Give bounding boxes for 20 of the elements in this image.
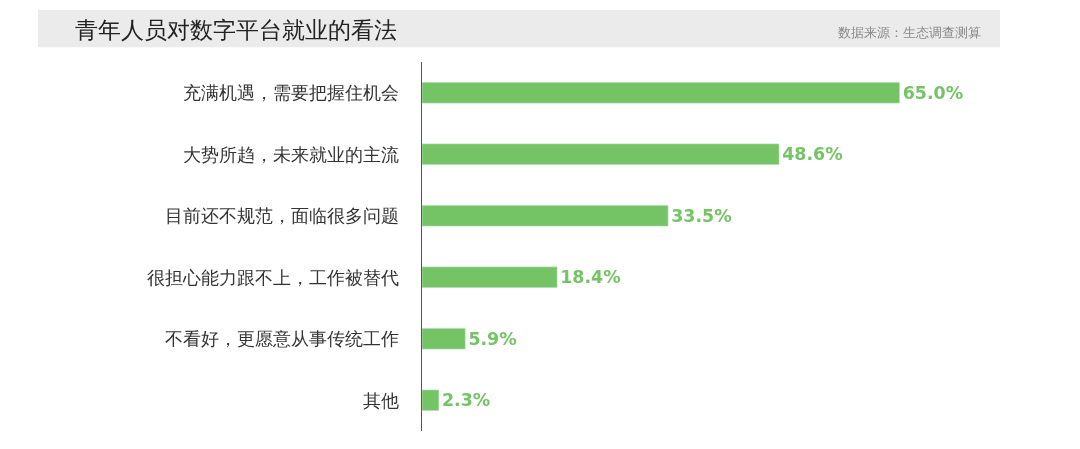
- y-tick-label: 充满机遇，需要把握住机会: [183, 82, 400, 104]
- data-label: 2.3%: [441, 390, 491, 411]
- y-tick-label: 目前还不规范，面临很多问题: [165, 205, 400, 227]
- bar: [422, 82, 900, 104]
- y-tick-label: 其他: [363, 389, 400, 411]
- y-tick-label: 不看好，更愿意从事传统工作: [165, 328, 400, 350]
- bar: [422, 328, 466, 350]
- text: 青年人员对数字平台就业的看法: [75, 17, 397, 44]
- bar: [422, 266, 558, 288]
- data-label: 18.4%: [560, 267, 621, 288]
- bar: [422, 143, 780, 165]
- source-note: 数据来源：生态调查测算: [838, 25, 981, 40]
- y-tick-label: 大势所趋，未来就业的主流: [183, 143, 400, 165]
- data-label: 33.5%: [671, 205, 732, 226]
- bar: [422, 205, 669, 227]
- bar: [422, 389, 440, 411]
- data-label: 5.9%: [468, 328, 517, 349]
- y-tick-label: 很担心能力跟不上，工作被替代: [147, 266, 400, 288]
- data-label: 65.0%: [902, 82, 964, 103]
- data-label: 48.6%: [782, 144, 843, 165]
